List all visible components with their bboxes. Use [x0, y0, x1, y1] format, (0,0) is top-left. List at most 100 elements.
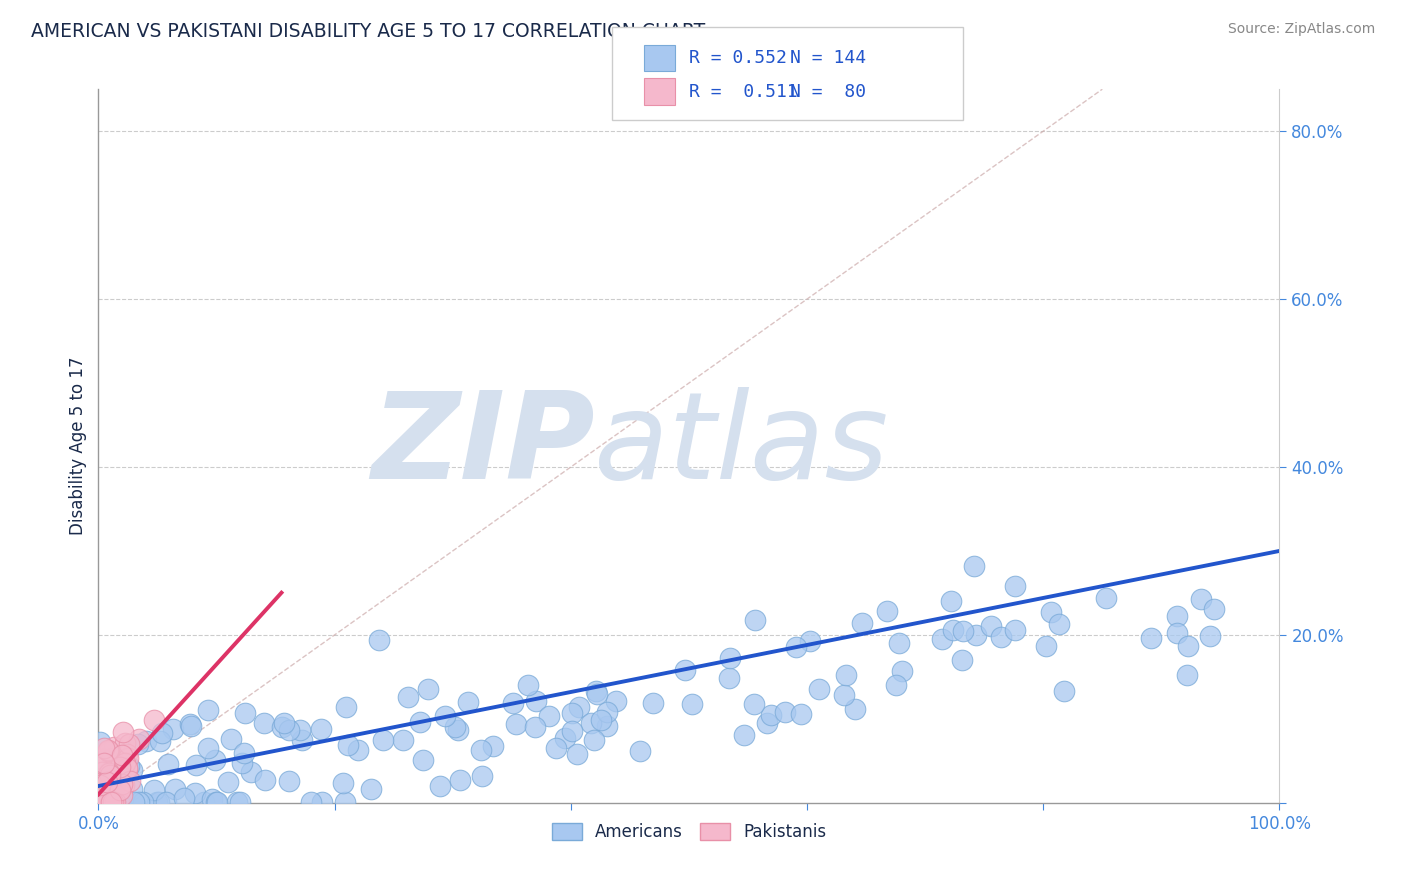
Point	[673, 663, 696, 677]
Point	[100, 783, 122, 797]
Point	[93, 756, 115, 771]
Point	[742, 697, 765, 711]
Point	[100, 785, 122, 799]
Point	[273, 715, 295, 730]
Point	[941, 594, 963, 608]
Point	[931, 632, 953, 646]
Point	[145, 795, 167, 809]
Point	[808, 681, 831, 696]
Point	[98, 768, 121, 782]
Point	[336, 739, 359, 753]
Point	[111, 725, 134, 739]
Point	[470, 743, 492, 757]
Point	[254, 773, 277, 788]
Point	[229, 795, 252, 809]
Point	[368, 633, 391, 648]
Point	[150, 726, 173, 740]
Point	[135, 734, 157, 748]
Point	[1053, 684, 1076, 698]
Point	[253, 715, 276, 730]
Point	[605, 694, 627, 708]
Point	[990, 631, 1012, 645]
Point	[505, 716, 527, 731]
Point	[239, 764, 262, 779]
Point	[111, 789, 134, 803]
Point	[965, 628, 987, 642]
Point	[733, 728, 755, 742]
Point	[1189, 592, 1212, 607]
Point	[111, 756, 134, 771]
Point	[97, 790, 120, 805]
Point	[97, 772, 120, 786]
Point	[100, 751, 122, 765]
Point	[89, 795, 111, 809]
Point	[233, 706, 256, 720]
Point	[887, 635, 910, 649]
Point	[128, 795, 150, 809]
Point	[98, 764, 121, 779]
Point	[197, 703, 219, 717]
Point	[204, 753, 226, 767]
Point	[583, 732, 606, 747]
Point	[596, 719, 619, 733]
Point	[434, 709, 457, 723]
Point	[112, 766, 135, 780]
Text: R = 0.552: R = 0.552	[689, 49, 787, 67]
Point	[103, 750, 125, 764]
Point	[628, 744, 651, 758]
Point	[103, 739, 125, 754]
Point	[412, 754, 434, 768]
Point	[1139, 632, 1161, 646]
Point	[586, 687, 609, 701]
Point	[103, 781, 125, 796]
Point	[93, 795, 115, 809]
Text: N = 144: N = 144	[790, 49, 866, 67]
Point	[118, 737, 141, 751]
Text: Source: ZipAtlas.com: Source: ZipAtlas.com	[1227, 22, 1375, 37]
Point	[100, 770, 122, 784]
Point	[89, 775, 111, 789]
Point	[418, 681, 440, 696]
Point	[100, 795, 122, 809]
Point	[591, 714, 613, 728]
Point	[98, 766, 121, 780]
Point	[1095, 591, 1118, 605]
Point	[96, 795, 118, 809]
Point	[523, 720, 546, 734]
Point	[444, 720, 467, 734]
Point	[118, 773, 141, 788]
Point	[217, 774, 239, 789]
Point	[219, 732, 242, 747]
Point	[457, 695, 479, 709]
Point	[1202, 602, 1225, 616]
Point	[231, 756, 253, 770]
Point	[179, 716, 201, 731]
Point	[299, 795, 322, 809]
Point	[115, 761, 138, 775]
Point	[641, 696, 664, 710]
Point	[104, 795, 127, 809]
Text: N =  80: N = 80	[790, 83, 866, 101]
Point	[585, 683, 607, 698]
Point	[232, 746, 254, 760]
Point	[581, 716, 603, 731]
Text: R =  0.511: R = 0.511	[689, 83, 797, 101]
Point	[270, 720, 292, 734]
Point	[148, 795, 170, 809]
Point	[1004, 623, 1026, 637]
Point	[789, 707, 811, 722]
Point	[173, 790, 195, 805]
Point	[1039, 605, 1062, 619]
Point	[681, 698, 703, 712]
Point	[96, 776, 118, 790]
Point	[111, 777, 134, 791]
Point	[91, 759, 114, 773]
Point	[100, 795, 122, 809]
Point	[142, 783, 165, 797]
Point	[94, 778, 117, 792]
Text: atlas: atlas	[595, 387, 890, 505]
Point	[193, 795, 215, 809]
Point	[1035, 640, 1057, 654]
Point	[952, 653, 974, 667]
Point	[100, 795, 122, 809]
